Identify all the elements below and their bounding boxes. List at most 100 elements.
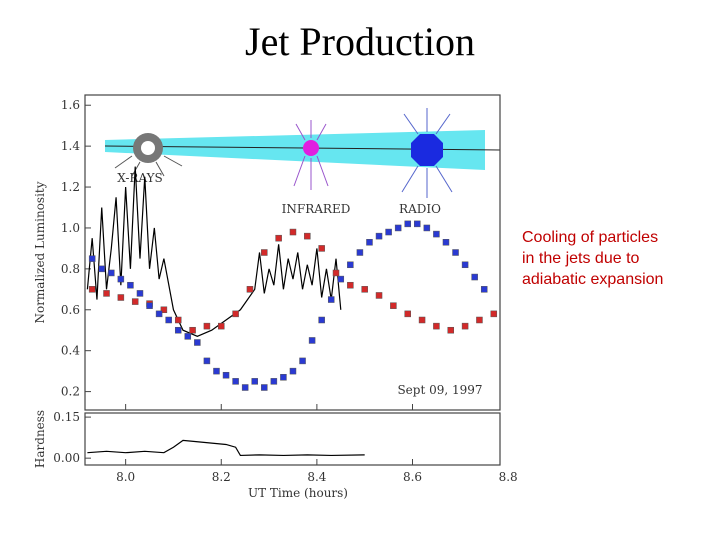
data-point (404, 310, 411, 318)
y-tick-label: 1.4 (61, 139, 80, 153)
x-tick-label: 8.0 (116, 470, 135, 484)
y-axis-label: Normalized Luminosity (33, 181, 47, 323)
data-point (246, 286, 254, 293)
y-tick-label: 1.6 (61, 98, 80, 112)
x-tick-label: 8.6 (403, 470, 422, 484)
y-tick-label: 0.2 (61, 385, 80, 399)
data-point (461, 261, 469, 269)
data-point (289, 367, 297, 375)
y-tick-label: 0.15 (53, 410, 80, 424)
y-tick-label: 0.00 (53, 451, 80, 465)
data-point (318, 316, 325, 324)
data-point (117, 275, 125, 283)
data-point (476, 316, 483, 324)
data-point (327, 296, 335, 303)
data-point (308, 337, 316, 344)
data-point (461, 322, 469, 330)
caption-line: adiabatic expansion (522, 271, 664, 288)
data-point (490, 310, 498, 318)
data-point (452, 249, 459, 256)
data-point (131, 298, 139, 305)
data-point (270, 378, 278, 385)
jet (105, 130, 485, 170)
infrared-blob (303, 140, 319, 156)
data-point (390, 302, 397, 309)
y-tick-label: 0.4 (61, 344, 80, 358)
data-point (146, 302, 153, 309)
slide-title: Jet Production (245, 19, 475, 64)
radio-blob (411, 134, 443, 166)
data-point (275, 234, 282, 242)
data-point (160, 306, 168, 314)
data-point (299, 357, 306, 365)
data-point (366, 239, 373, 246)
plot-frame (84, 412, 501, 466)
data-point (194, 339, 201, 346)
data-point (375, 292, 383, 299)
data-point (480, 286, 488, 293)
data-point (280, 374, 287, 381)
x-tick-label: 8.2 (212, 470, 231, 484)
data-point (218, 322, 225, 330)
data-point (241, 384, 249, 391)
series-label: INFRARED (282, 202, 351, 216)
data-point (433, 322, 440, 330)
y-tick-label: 0.8 (61, 262, 80, 276)
data-point (232, 310, 239, 318)
y-axis-label: Hardness (33, 410, 47, 468)
jet-diagram (104, 108, 501, 198)
data-point (251, 378, 258, 385)
x-axis-label: UT Time (hours) (248, 486, 348, 500)
data-point (203, 357, 211, 365)
caption: Cooling of particles in the jets due to … (522, 227, 663, 290)
data-point (394, 224, 402, 232)
data-point (222, 371, 230, 379)
data-point (155, 310, 163, 318)
data-point (189, 326, 196, 334)
series-label: RADIO (399, 202, 441, 216)
plot-frame (84, 94, 501, 411)
data-point (332, 269, 340, 277)
data-point (318, 245, 325, 252)
data-point (418, 316, 426, 324)
data-point (361, 286, 368, 293)
data-point (203, 322, 211, 330)
x-tick-label: 8.8 (499, 470, 518, 484)
data-point (414, 220, 421, 228)
radio-rays (401, 108, 453, 198)
data-point (347, 261, 354, 269)
data-point (447, 326, 455, 334)
x-tick-label: 8.4 (307, 470, 326, 484)
data-point (174, 316, 182, 324)
data-point (423, 224, 431, 232)
data-point (347, 281, 354, 289)
data-point (213, 367, 220, 375)
series-label: X-RAYS (117, 171, 163, 185)
data-point (103, 290, 110, 297)
data-point (289, 228, 297, 236)
data-point (385, 228, 392, 236)
data-point (88, 286, 96, 293)
data-point (304, 232, 311, 240)
data-point (127, 281, 134, 289)
series-line (87, 439, 365, 457)
data-point (165, 316, 172, 324)
data-point (375, 232, 383, 240)
y-tick-label: 1.0 (61, 221, 80, 235)
data-point (337, 275, 345, 283)
data-point (356, 249, 364, 256)
data-point (232, 378, 239, 385)
annotation: Sept 09, 1997 (397, 383, 482, 397)
data-point (471, 273, 478, 281)
data-point (174, 326, 182, 334)
y-tick-label: 1.2 (61, 180, 80, 194)
data-point (184, 333, 192, 340)
data-point (98, 265, 105, 273)
data-point (442, 239, 450, 246)
data-point (433, 230, 440, 238)
x-ray-core (141, 141, 155, 155)
x-ray-rays (114, 155, 183, 177)
infrared-rays (293, 120, 329, 190)
